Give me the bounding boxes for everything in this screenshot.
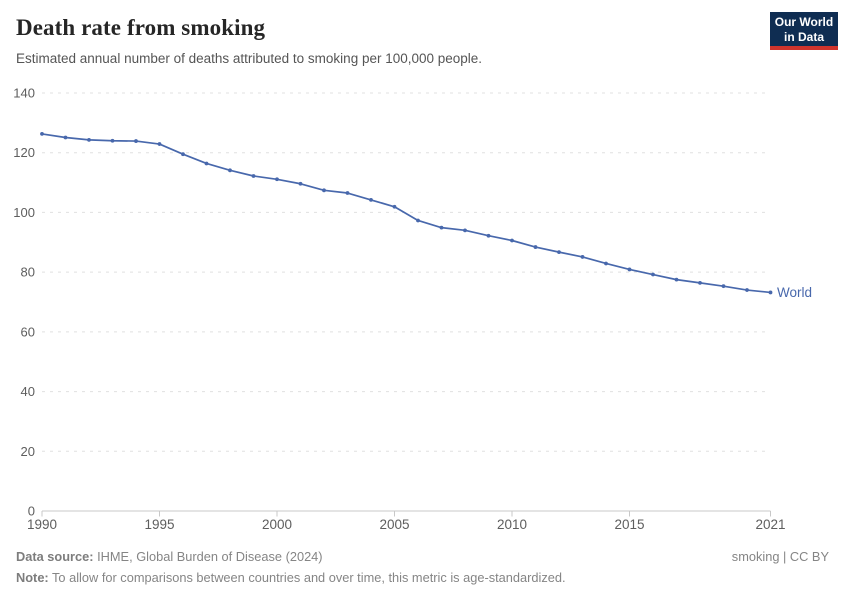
- data-point-world-1996[interactable]: [181, 152, 185, 157]
- y-tick-label-0: 0: [28, 504, 35, 519]
- data-point-world-1990[interactable]: [40, 132, 44, 136]
- data-point-world-2001[interactable]: [298, 181, 303, 186]
- line-chart-canvas[interactable]: 0 20 40 60 80 100 120 140 1990 1995 2000 2005 2010 20…: [0, 80, 850, 540]
- data-point-world-2002[interactable]: [322, 188, 326, 193]
- data-point-world-1994[interactable]: [134, 139, 138, 143]
- data-point-world-1997[interactable]: [204, 161, 209, 166]
- data-point-world-1998[interactable]: [228, 168, 232, 173]
- data-point-world-1993[interactable]: [110, 138, 115, 143]
- data-point-world-1995[interactable]: [157, 142, 162, 146]
- data-point-world-2004[interactable]: [369, 197, 373, 202]
- data-point-world-2020[interactable]: [745, 288, 749, 292]
- data-point-world-2006[interactable]: [416, 218, 420, 223]
- series-end-label-world[interactable]: World: [777, 285, 812, 300]
- y-tick-label-60: 60: [21, 324, 35, 339]
- owid-logo-line1: Our World: [774, 15, 834, 29]
- data-point-world-2013[interactable]: [580, 255, 585, 259]
- data-point-world-2012[interactable]: [557, 250, 561, 255]
- data-point-world-2000[interactable]: [275, 177, 279, 182]
- chart-title: Death rate from smoking: [16, 15, 266, 40]
- license-link[interactable]: smoking | CC BY: [731, 549, 829, 564]
- x-tick-label-2021: 2021: [755, 517, 785, 532]
- data-point-world-1999[interactable]: [251, 174, 256, 178]
- owid-logo-line2: in Data: [783, 30, 824, 44]
- data-point-world-2015[interactable]: [627, 267, 632, 272]
- x-tick-label-1990: 1990: [27, 517, 57, 532]
- x-tick-label-2015: 2015: [614, 517, 644, 532]
- x-tick-label-2010: 2010: [497, 517, 527, 532]
- note-line: Note: To allow for comparisons between c…: [16, 567, 829, 588]
- y-tick-label-80: 80: [21, 265, 35, 280]
- data-point-world-1992[interactable]: [87, 137, 91, 142]
- y-tick-label-120: 120: [13, 145, 35, 160]
- data-source-text: IHME, Global Burden of Disease (2024): [93, 549, 323, 564]
- data-point-world-2009[interactable]: [486, 233, 491, 238]
- note-text: To allow for comparisons between countri…: [48, 570, 566, 585]
- data-point-world-2017[interactable]: [674, 277, 679, 282]
- x-tick-label-2005: 2005: [379, 517, 409, 532]
- data-point-world-2016[interactable]: [651, 272, 655, 277]
- note-label: Note:: [16, 570, 49, 585]
- y-tick-label-40: 40: [21, 384, 35, 399]
- x-tick-label-1995: 1995: [144, 517, 174, 532]
- y-tick-label-20: 20: [21, 444, 35, 459]
- chart-subtitle: Estimated annual number of deaths attrib…: [16, 51, 483, 66]
- chart-footer: Data source: IHME, Global Burden of Dise…: [16, 546, 829, 588]
- owid-logo[interactable]: Our World in Data: [770, 12, 838, 50]
- series-line-world[interactable]: [41, 133, 772, 294]
- data-point-world-2018[interactable]: [698, 280, 702, 285]
- data-point-world-2008[interactable]: [463, 228, 467, 233]
- data-point-world-2019[interactable]: [721, 284, 726, 289]
- x-tick-label-2000: 2000: [262, 517, 292, 532]
- y-tick-label-100: 100: [13, 205, 35, 220]
- data-point-world-2011[interactable]: [533, 245, 538, 249]
- data-source-line: Data source: IHME, Global Burden of Dise…: [16, 546, 323, 567]
- data-point-world-1991[interactable]: [63, 135, 68, 140]
- data-point-world-2007[interactable]: [439, 225, 444, 230]
- data-point-world-2010[interactable]: [510, 238, 514, 243]
- data-point-world-2014[interactable]: [604, 261, 608, 266]
- data-source-label: Data source:: [16, 549, 94, 564]
- y-tick-label-140: 140: [13, 86, 35, 101]
- data-point-world-2005[interactable]: [392, 204, 397, 209]
- data-point-world-2003[interactable]: [345, 191, 350, 195]
- data-point-world-2021[interactable]: [768, 290, 773, 295]
